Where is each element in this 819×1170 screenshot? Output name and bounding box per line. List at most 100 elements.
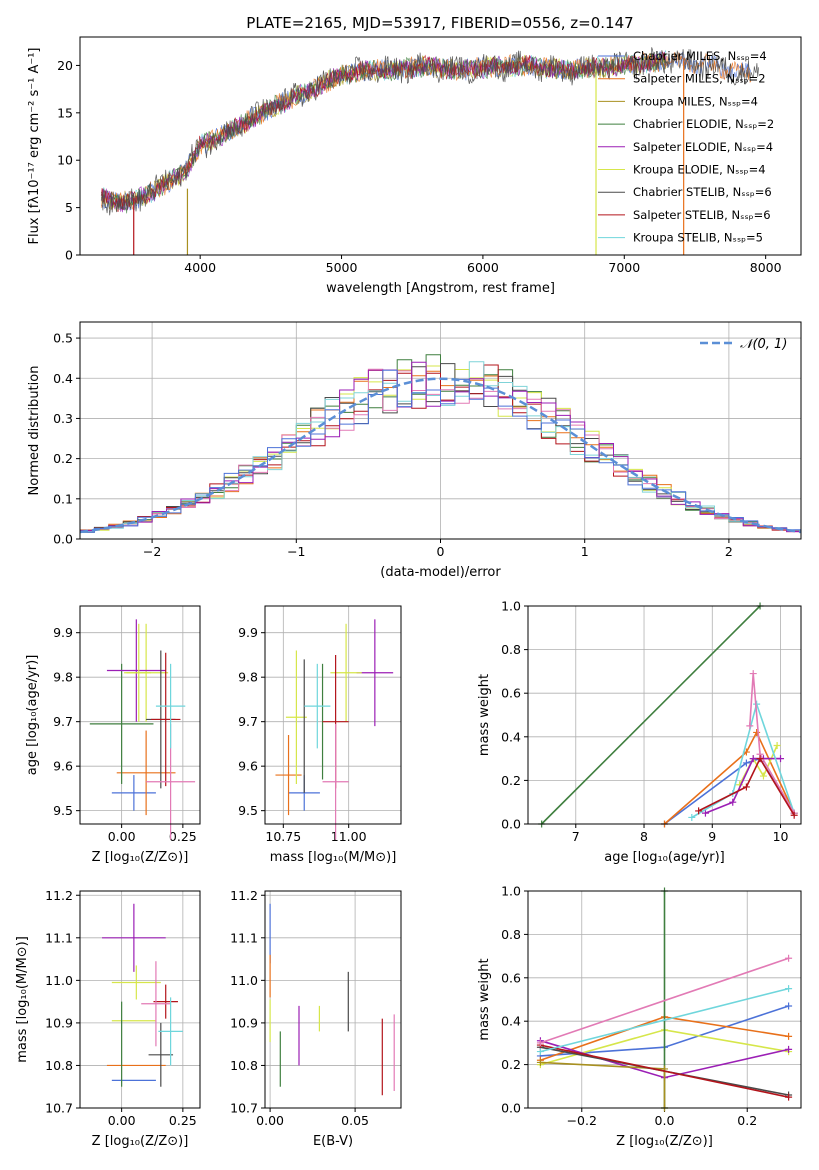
y-tick-label: 9.6 [238,759,258,774]
y-axis-label: age [log₁₀(age/yr)] [25,655,40,776]
data-point [111,775,156,811]
weight-line [541,605,761,825]
data-point [275,735,302,816]
data-point [89,663,154,784]
y-tick-label: 10.8 [45,1058,73,1073]
x-tick-label: 10 [773,829,789,844]
weight-marker [729,798,737,806]
weight-line [540,987,789,1053]
x-tick-label: 1 [581,544,589,559]
data-point [126,623,152,722]
y-tick-label: 0.0 [501,817,521,832]
y-tick-label: 10.9 [230,1015,258,1030]
x-tick-label: 8000 [750,260,782,275]
axes-frame [264,890,402,1109]
plot-area-weight_vs_age [538,602,798,828]
weight-series [695,755,798,819]
weight-marker [790,811,798,819]
data-point [151,652,181,787]
x-axis-label: (data-model)/error [380,565,501,580]
weight-marker [749,670,757,678]
y-tick-label: 20 [57,58,73,73]
y-tick-label: 9.9 [238,625,258,640]
y-tick-label: 1.0 [501,884,521,899]
y-tick-label: 0.8 [501,927,521,942]
weight-line [698,756,795,816]
y-tick-label: 0.4 [501,729,521,744]
panel-weight_vs_age: 7 8 9 10 0.0 0.2 0.4 0.6 0.8 1.0 age [log₁₀(age/yr… [477,599,802,865]
x-tick-label: 0.00 [256,1113,284,1128]
y-tick-label: 9.9 [53,625,73,640]
x-tick-label: 6000 [467,260,499,275]
axes-frame [264,605,402,825]
panel-mass_vs_ebv: 0.00 0.05 10.7 10.8 10.9 11.0 11.1 11.2 E(B-V) [230,888,402,1149]
y-tick-label: 11.2 [45,888,73,903]
x-tick-label: −0.2 [567,1113,597,1128]
y-tick-label: 5 [65,200,73,215]
x-tick-label: 11.00 [331,829,367,844]
x-tick-label: 0.00 [108,1113,136,1128]
spectrum-legend: Chabrier MILES, Nₛₛₚ=4 Salpeter MILES, Nₛ… [598,49,774,245]
legend-label: Salpeter STELIB, Nₛₛₚ=6 [633,208,771,222]
weight-marker [756,755,764,763]
x-axis-label: Z [log₁₀(Z/Z⊙)] [92,850,189,865]
weight-marker [688,813,696,821]
normal-curve [79,377,802,534]
y-axis-label: Flux [fλ10⁻¹⁷ erg cm⁻² s⁻¹ A⁻¹] [27,48,42,245]
x-tick-label: 5000 [326,260,358,275]
data-point [153,984,178,1019]
x-axis-label: mass [log₁₀(M/M⊙)] [270,850,397,865]
weight-series [536,985,793,1056]
weight-line [691,701,795,819]
y-tick-label: 0.2 [501,773,521,788]
axes-frame [527,605,802,825]
spectrum-line [100,53,667,214]
x-tick-label: 4000 [184,260,216,275]
legend-label: Salpeter ELODIE, Nₛₛₚ=4 [633,140,773,154]
axes-frame [527,890,802,1109]
axes-frame [79,890,201,1109]
weight-series [536,1058,668,1112]
y-tick-label: 9.5 [53,803,73,818]
weight-series [746,670,798,817]
x-tick-label: 0.00 [108,829,136,844]
plot-area-age_vs_Z [89,619,196,840]
x-tick-label: 7 [572,829,580,844]
y-tick-label: 9.8 [53,670,73,685]
data-point [285,650,307,784]
data-point [356,619,394,727]
weight-line [664,757,795,825]
x-tick-label: 0 [437,544,445,559]
weight-marker [536,1039,544,1047]
weight-marker [785,1032,793,1040]
x-tick-label: 0.05 [341,1113,369,1128]
plot-area-weight_vs_Z [536,887,793,1112]
data-point [155,663,186,749]
weight-marker [785,1002,793,1010]
weight-marker [536,1048,544,1056]
y-tick-label: 11.0 [230,973,258,988]
y-tick-label: 11.1 [45,930,73,945]
data-point [141,961,171,1047]
weight-marker [753,728,761,736]
x-tick-label: 0.0 [655,1113,675,1128]
data-point [116,730,176,816]
weight-marker [785,985,793,993]
y-tick-label: 0.0 [501,1101,521,1116]
weight-marker [742,783,750,791]
y-tick-label: 10.7 [45,1101,73,1116]
weight-series [536,954,793,1047]
legend-label: Kroupa ELODIE, Nₛₛₚ=4 [633,163,766,177]
weight-marker [749,755,757,763]
y-tick-label: 11.0 [45,973,73,988]
spectrum-line [100,51,752,211]
y-tick-label: 10.7 [230,1101,258,1116]
x-tick-label: 8 [640,829,648,844]
legend-label: Kroupa STELIB, Nₛₛₚ=5 [633,231,763,245]
panel-weight_vs_Z: −0.2 0.0 0.2 0.0 0.2 0.4 0.6 0.8 1.0 Z [log₁₀(Z/Z… [477,884,802,1149]
y-tick-label: 0.1 [53,491,73,506]
y-tick-label: 0.3 [53,411,73,426]
axes-frame [79,36,802,256]
y-axis-label: Normed distribution [27,366,42,496]
